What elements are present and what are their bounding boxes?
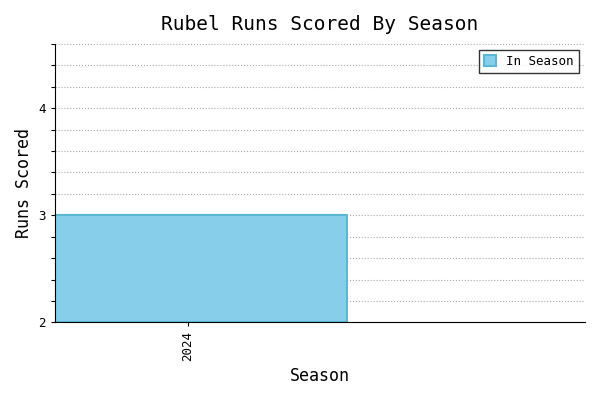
Y-axis label: Runs Scored: Runs Scored xyxy=(15,128,33,238)
X-axis label: Season: Season xyxy=(290,367,350,385)
Bar xyxy=(29,215,347,322)
Legend: In Season: In Season xyxy=(479,50,579,73)
Title: Rubel Runs Scored By Season: Rubel Runs Scored By Season xyxy=(161,15,479,34)
